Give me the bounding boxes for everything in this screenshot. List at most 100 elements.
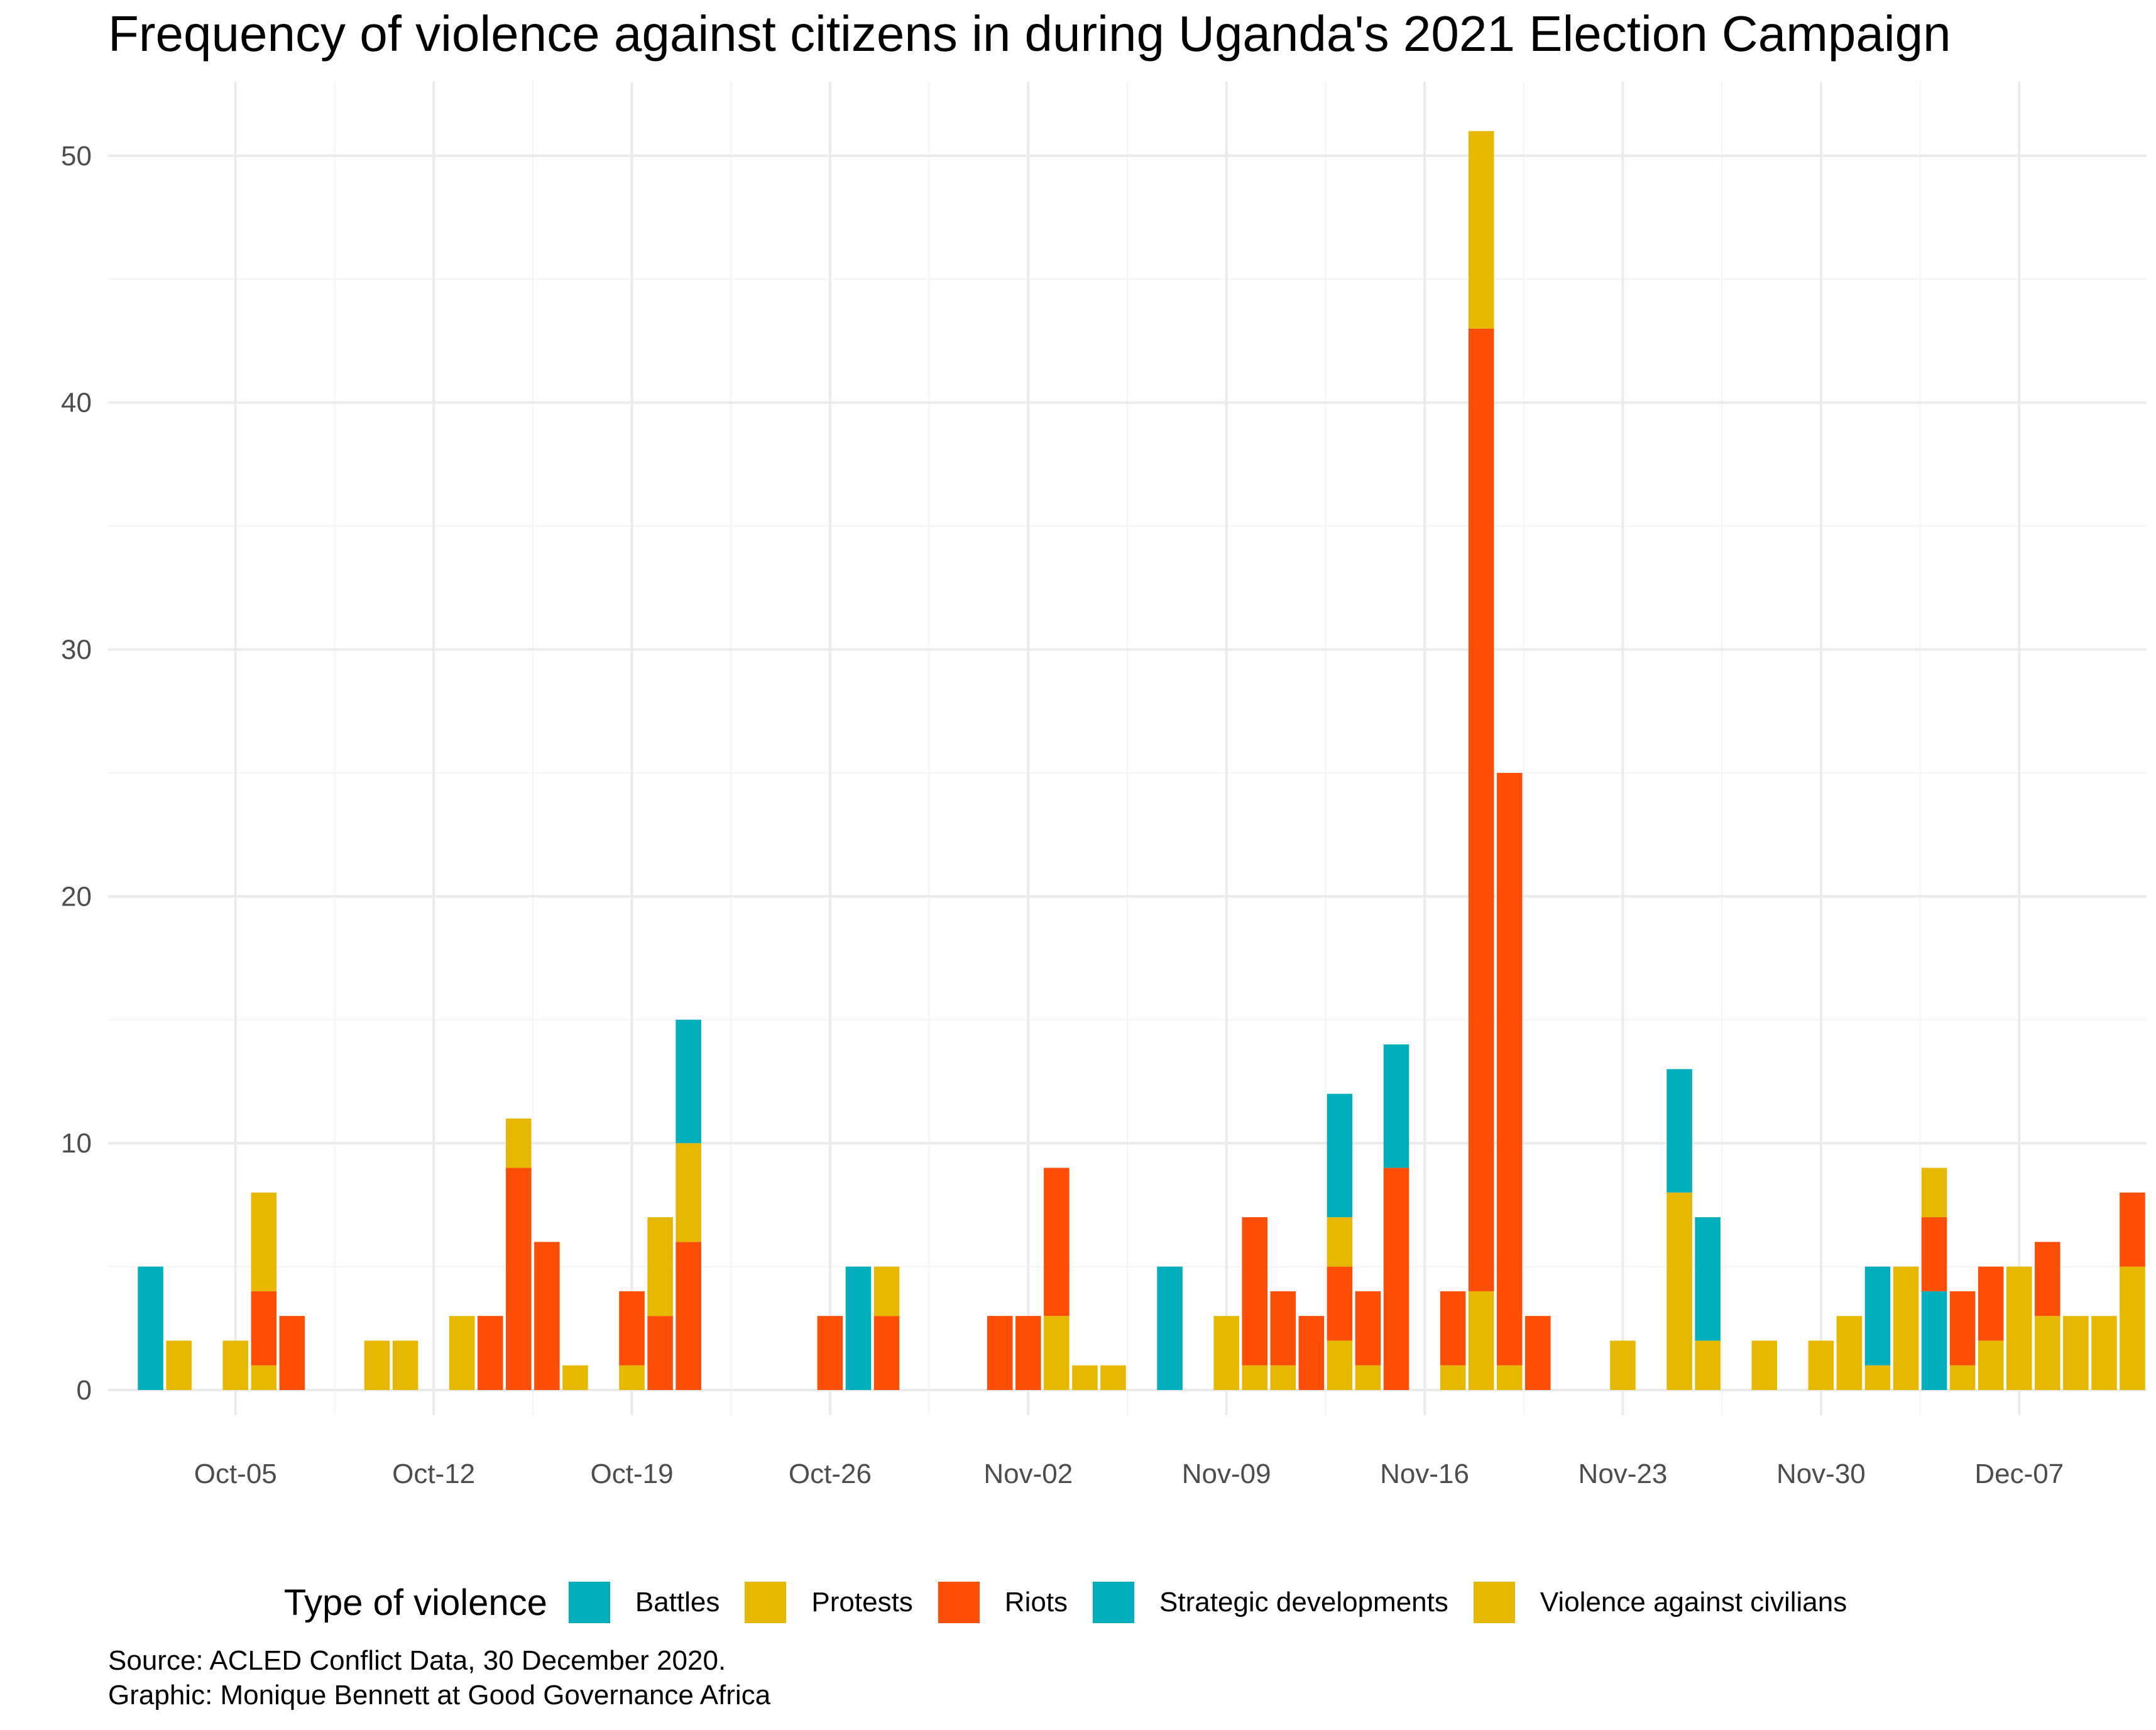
bar-segment-riots [1440, 1291, 1466, 1366]
bar-segment-violence-against-civilians [364, 1340, 390, 1390]
bar-segment-protests [2120, 1266, 2145, 1390]
bar-segment-strategic-developments [1695, 1217, 1721, 1341]
bar-segment-riots [676, 1242, 701, 1390]
bar-segment-battles [1921, 1291, 1947, 1390]
bar-segment-riots [647, 1316, 673, 1390]
bar-segment-protests [1327, 1340, 1353, 1390]
bar-segment-riots [2035, 1242, 2060, 1317]
bar-segment-riots [2120, 1192, 2145, 1267]
x-tick-label: Nov-23 [1579, 1459, 1668, 1489]
legend-swatch [745, 1582, 787, 1623]
bar-segment-violence-against-civilians [676, 1143, 701, 1242]
legend-item-strategic-developments: Strategic developments [1093, 1582, 1448, 1623]
bar-segment-strategic-developments [676, 1019, 701, 1144]
bar-segment-protests [1044, 1316, 1070, 1390]
caption-graphic: Graphic: Monique Bennett at Good Governa… [108, 1680, 771, 1711]
bar-segment-violence-against-civilians [392, 1340, 419, 1390]
bar-segment-riots [1383, 1168, 1409, 1390]
x-tick-label: Nov-02 [983, 1459, 1073, 1489]
caption-source: Source: ACLED Conflict Data, 30 December… [108, 1645, 726, 1676]
y-tick-label: 20 [61, 881, 92, 912]
bar-segment-riots [1921, 1217, 1947, 1291]
bar-segment-riots [1015, 1316, 1041, 1390]
legend-label: Violence against civilians [1540, 1587, 1847, 1618]
bar-segment-violence-against-civilians [1695, 1340, 1721, 1390]
x-tick-label: Oct-05 [194, 1459, 277, 1489]
legend: Type of violence Battles Protests Riots Str… [0, 1565, 2156, 1640]
y-tick-label: 10 [61, 1128, 92, 1159]
chart-title: Frequency of violence against citizens i… [108, 6, 1951, 62]
bar-segment-protests [1864, 1365, 1891, 1390]
bar-segment-violence-against-civilians [1808, 1340, 1834, 1390]
bars [138, 131, 2145, 1390]
bar-segment-violence-against-civilians [1666, 1192, 1692, 1390]
bar-segment-riots [1242, 1217, 1268, 1366]
x-tick-label: Nov-09 [1182, 1459, 1271, 1489]
bar-segment-riots [1270, 1291, 1296, 1366]
bar-segment-violence-against-civilians [1327, 1217, 1353, 1267]
x-tick-label: Dec-07 [1974, 1459, 2064, 1489]
legend-swatch [568, 1582, 610, 1623]
bar-segment-riots [1468, 328, 1494, 1291]
bar-segment-violence-against-civilians [1072, 1365, 1098, 1390]
x-tick-label: Oct-26 [789, 1459, 872, 1489]
x-tick-label: Nov-16 [1380, 1459, 1469, 1489]
y-tick-label: 40 [61, 388, 92, 419]
bar-segment-violence-against-civilians [1921, 1168, 1947, 1218]
bar-segment-strategic-developments [1666, 1069, 1692, 1193]
bar-segment-violence-against-civilians [506, 1118, 532, 1168]
bar-segment-violence-against-civilians [2091, 1316, 2117, 1390]
legend-item-protests: Protests [745, 1582, 913, 1623]
bar-segment-protests [1496, 1365, 1523, 1390]
bar-segment-riots [279, 1316, 305, 1390]
bar-segment-riots [1949, 1291, 1976, 1366]
bar-segment-protests [1270, 1365, 1296, 1390]
bar-segment-protests [2035, 1316, 2060, 1390]
x-tick-label: Oct-19 [591, 1459, 674, 1489]
bar-segment-riots [1355, 1291, 1381, 1366]
bar-segment-battles [1157, 1266, 1183, 1390]
legend-label: Riots [1004, 1587, 1068, 1618]
bar-segment-strategic-developments [1864, 1266, 1891, 1366]
bar-segment-violence-against-civilians [562, 1365, 588, 1390]
bar-segment-violence-against-civilians [1836, 1316, 1863, 1390]
bar-segment-riots [534, 1242, 560, 1390]
bar-segment-violence-against-civilians [222, 1340, 249, 1390]
bar-segment-violence-against-civilians [1468, 131, 1494, 329]
bar-segment-riots [619, 1291, 645, 1366]
bar-segment-riots [817, 1316, 843, 1390]
bar-segment-violence-against-civilians [2063, 1316, 2089, 1390]
bar-segment-violence-against-civilians [449, 1316, 475, 1390]
legend-label: Protests [811, 1587, 913, 1618]
bar-segment-strategic-developments [1383, 1044, 1409, 1168]
legend-label: Strategic developments [1159, 1587, 1448, 1618]
legend-label: Battles [635, 1587, 720, 1618]
legend-title: Type of violence [283, 1582, 547, 1623]
bar-segment-protests [1242, 1365, 1268, 1390]
bar-segment-riots [873, 1316, 900, 1390]
bar-segment-violence-against-civilians [2006, 1266, 2032, 1390]
y-tick-label: 0 [77, 1375, 92, 1406]
bar-segment-violence-against-civilians [1100, 1365, 1126, 1390]
bar-segment-protests [1468, 1291, 1494, 1390]
plot-area: 0 10 20 30 40 50 Oct-05 Oct-12 Oct-19 Oct-26 Nov-… [61, 82, 2147, 1489]
legend-item-battles: Battles [568, 1582, 720, 1623]
bar-segment-violence-against-civilians [1610, 1340, 1636, 1390]
x-axis: Oct-05 Oct-12 Oct-19 Oct-26 Nov-02 Nov-09 Nov-… [194, 1459, 2064, 1489]
bar-segment-violence-against-civilians [647, 1217, 673, 1317]
bar-segment-violence-against-civilians [1893, 1266, 1919, 1390]
bar-segment-violence-against-civilians [1751, 1340, 1778, 1390]
x-tick-label: Nov-30 [1776, 1459, 1866, 1489]
bar-segment-riots [1525, 1316, 1551, 1390]
bar-segment-strategic-developments [1327, 1093, 1353, 1218]
x-tick-label: Oct-12 [392, 1459, 475, 1489]
legend-swatch [938, 1582, 980, 1623]
bar-segment-riots [1044, 1168, 1070, 1317]
bar-segment-riots [1327, 1266, 1353, 1341]
legend-items: Battles Protests Riots Strategic developmen… [568, 1582, 1872, 1623]
legend-swatch [1093, 1582, 1135, 1623]
bar-segment-riots [1496, 772, 1523, 1366]
gridlines [108, 82, 2147, 1415]
bar-segment-protests [619, 1365, 645, 1390]
bar-segment-riots [1298, 1316, 1325, 1390]
